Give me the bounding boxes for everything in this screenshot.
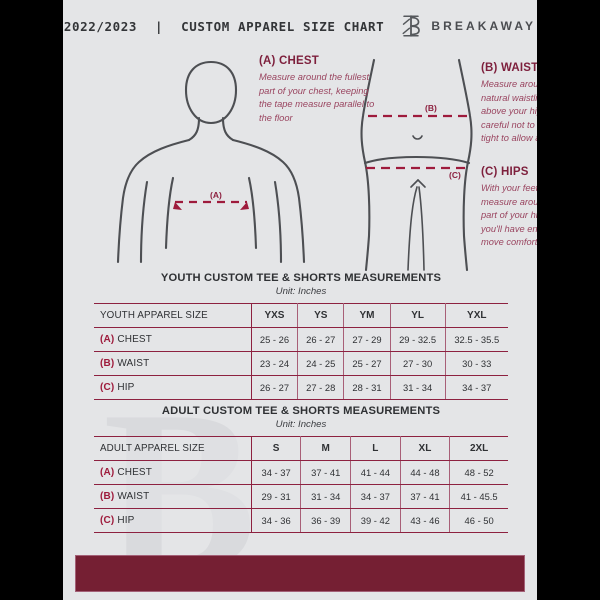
adult-waist-m: 31 - 34 <box>300 484 352 509</box>
youth-col-yxl: YXL <box>445 303 508 328</box>
caption-hips-title: (C) HIPS <box>481 166 529 178</box>
table-row: (B) WAIST 23 - 24 24 - 25 25 - 27 27 - 30… <box>94 351 508 376</box>
adult-table-unit: Unit: Inches <box>275 419 327 430</box>
brand-name: BREAKAWAY <box>431 19 537 33</box>
youth-hip-yxl: 34 - 37 <box>445 375 508 400</box>
youth-waist-yxl: 30 - 33 <box>445 351 508 376</box>
table-row: (C) HIP 26 - 27 27 - 28 28 - 31 31 - 34 3… <box>94 375 508 400</box>
youth-chest-yl: 29 - 32.5 <box>390 327 446 352</box>
adult-hip-xl: 43 - 46 <box>400 508 451 533</box>
table-header-row: ADULT APPAREL SIZE S M L XL 2XL <box>94 436 508 461</box>
adult-col-m: M <box>300 436 352 461</box>
breakaway-b-monogram-icon <box>400 13 422 39</box>
youth-row-waist-name: WAIST <box>117 358 150 369</box>
adult-table-block: ADULT CUSTOM TEE & SHORTS MEASUREMENTS U… <box>94 405 508 533</box>
caption-hips: (C) HIPS With your feet together, measur… <box>481 166 537 250</box>
footer-band <box>75 555 525 592</box>
youth-row-hip-label: (C) HIP <box>94 375 252 400</box>
youth-col-ym: YM <box>343 303 391 328</box>
adult-row-hip-tag: (C) <box>100 515 115 526</box>
adult-chest-l: 41 - 44 <box>350 460 401 485</box>
youth-chest-ym: 27 - 29 <box>343 327 391 352</box>
youth-table-title: YOUTH CUSTOM TEE & SHORTS MEASUREMENTS <box>160 272 442 284</box>
youth-chest-ys: 26 - 27 <box>297 327 345 352</box>
adult-hip-l: 39 - 42 <box>350 508 401 533</box>
adult-col-s: S <box>251 436 302 461</box>
youth-table-block: YOUTH CUSTOM TEE & SHORTS MEASUREMENTS U… <box>94 272 508 400</box>
youth-chest-yxl: 32.5 - 35.5 <box>445 327 508 352</box>
adult-hip-s: 34 - 36 <box>251 508 302 533</box>
adult-row-chest-label: (A) CHEST <box>94 460 252 485</box>
youth-row-waist-tag: (B) <box>100 358 115 369</box>
adult-row-waist-name: WAIST <box>117 491 150 502</box>
youth-col-yl: YL <box>390 303 446 328</box>
adult-size-table: ADULT APPAREL SIZE S M L XL 2XL (A) CHEST <box>94 436 508 533</box>
header-season: 2022/2023 <box>63 18 138 34</box>
caption-chest-body: Measure around the fullest part of your … <box>259 72 375 123</box>
youth-row-waist-label: (B) WAIST <box>94 351 252 376</box>
adult-col-l: L <box>350 436 401 461</box>
waist-marker-label: (B) <box>425 103 437 113</box>
youth-table-unit: Unit: Inches <box>275 286 327 297</box>
adult-waist-xl: 37 - 41 <box>400 484 451 509</box>
adult-row-chest-name: CHEST <box>117 467 152 478</box>
youth-chest-yxs: 25 - 26 <box>251 327 299 352</box>
youth-waist-ym: 25 - 27 <box>343 351 391 376</box>
youth-size-table: YOUTH APPAREL SIZE YXS YS YM YL YXL (A) C… <box>94 303 508 400</box>
adult-chest-2xl: 48 - 52 <box>449 460 508 485</box>
page-title: CUSTOM APPAREL SIZE CHART <box>181 18 385 34</box>
adult-chest-xl: 44 - 48 <box>400 460 451 485</box>
youth-hip-ym: 28 - 31 <box>343 375 391 400</box>
adult-label-header: ADULT APPAREL SIZE <box>94 436 252 461</box>
caption-waist: (B) WAIST Measure around your natural wa… <box>481 62 537 146</box>
youth-row-chest-tag: (A) <box>100 334 115 345</box>
youth-row-hip-name: HIP <box>117 382 135 393</box>
adult-waist-2xl: 41 - 45.5 <box>449 484 508 509</box>
adult-waist-s: 29 - 31 <box>251 484 302 509</box>
youth-waist-yxs: 23 - 24 <box>251 351 299 376</box>
adult-hip-m: 36 - 39 <box>300 508 352 533</box>
adult-waist-l: 34 - 37 <box>350 484 401 509</box>
youth-row-chest-name: CHEST <box>117 334 152 345</box>
youth-hip-ys: 27 - 28 <box>297 375 345 400</box>
adult-hip-2xl: 46 - 50 <box>449 508 508 533</box>
youth-hip-yl: 31 - 34 <box>390 375 446 400</box>
caption-chest: (A) CHEST Measure around the fullest par… <box>259 55 379 125</box>
table-row: (A) CHEST 34 - 37 37 - 41 41 - 44 44 - 48… <box>94 460 508 485</box>
document-header: 2022/2023 | CUSTOM APPAREL SIZE CHART <box>63 0 537 52</box>
document-sheet: B 2022/2023 | CUSTOM APPAREL SIZE CHART <box>63 0 537 600</box>
table-header-row: YOUTH APPAREL SIZE YXS YS YM YL YXL <box>94 303 508 328</box>
table-row: (B) WAIST 29 - 31 31 - 34 34 - 37 37 - 41… <box>94 484 508 509</box>
youth-label-header: YOUTH APPAREL SIZE <box>94 303 252 328</box>
measurement-diagram: (A) (B) (C) (A) CHEST Measure around the… <box>63 50 537 272</box>
youth-waist-yl: 27 - 30 <box>390 351 446 376</box>
adult-row-chest-tag: (A) <box>100 467 115 478</box>
header-separator: | <box>155 18 164 34</box>
chest-marker-label: (A) <box>210 190 222 200</box>
adult-row-hip-label: (C) HIP <box>94 508 252 533</box>
caption-hips-body: With your feet together, measure around … <box>481 183 537 248</box>
adult-row-waist-label: (B) WAIST <box>94 484 252 509</box>
youth-row-hip-tag: (C) <box>100 382 115 393</box>
brand-lockup: BREAKAWAY <box>400 13 536 39</box>
youth-row-chest-label: (A) CHEST <box>94 327 252 352</box>
caption-waist-body: Measure around your natural waistline – … <box>481 79 537 144</box>
adult-row-waist-tag: (B) <box>100 491 115 502</box>
table-row: (C) HIP 34 - 36 36 - 39 39 - 42 43 - 46 4… <box>94 508 508 533</box>
caption-waist-title: (B) WAIST <box>481 62 537 74</box>
youth-waist-ys: 24 - 25 <box>297 351 345 376</box>
caption-chest-title: (A) CHEST <box>259 55 319 67</box>
adult-col-xl: XL <box>400 436 451 461</box>
hips-marker-label: (C) <box>449 170 461 180</box>
adult-chest-s: 34 - 37 <box>251 460 302 485</box>
youth-col-yxs: YXS <box>251 303 299 328</box>
table-row: (A) CHEST 25 - 26 26 - 27 27 - 29 29 - 32… <box>94 327 508 352</box>
adult-chest-m: 37 - 41 <box>300 460 352 485</box>
adult-table-title: ADULT CUSTOM TEE & SHORTS MEASUREMENTS <box>161 405 441 417</box>
adult-col-2xl: 2XL <box>449 436 508 461</box>
youth-col-ys: YS <box>297 303 345 328</box>
youth-hip-yxs: 26 - 27 <box>251 375 299 400</box>
adult-row-hip-name: HIP <box>117 515 135 526</box>
